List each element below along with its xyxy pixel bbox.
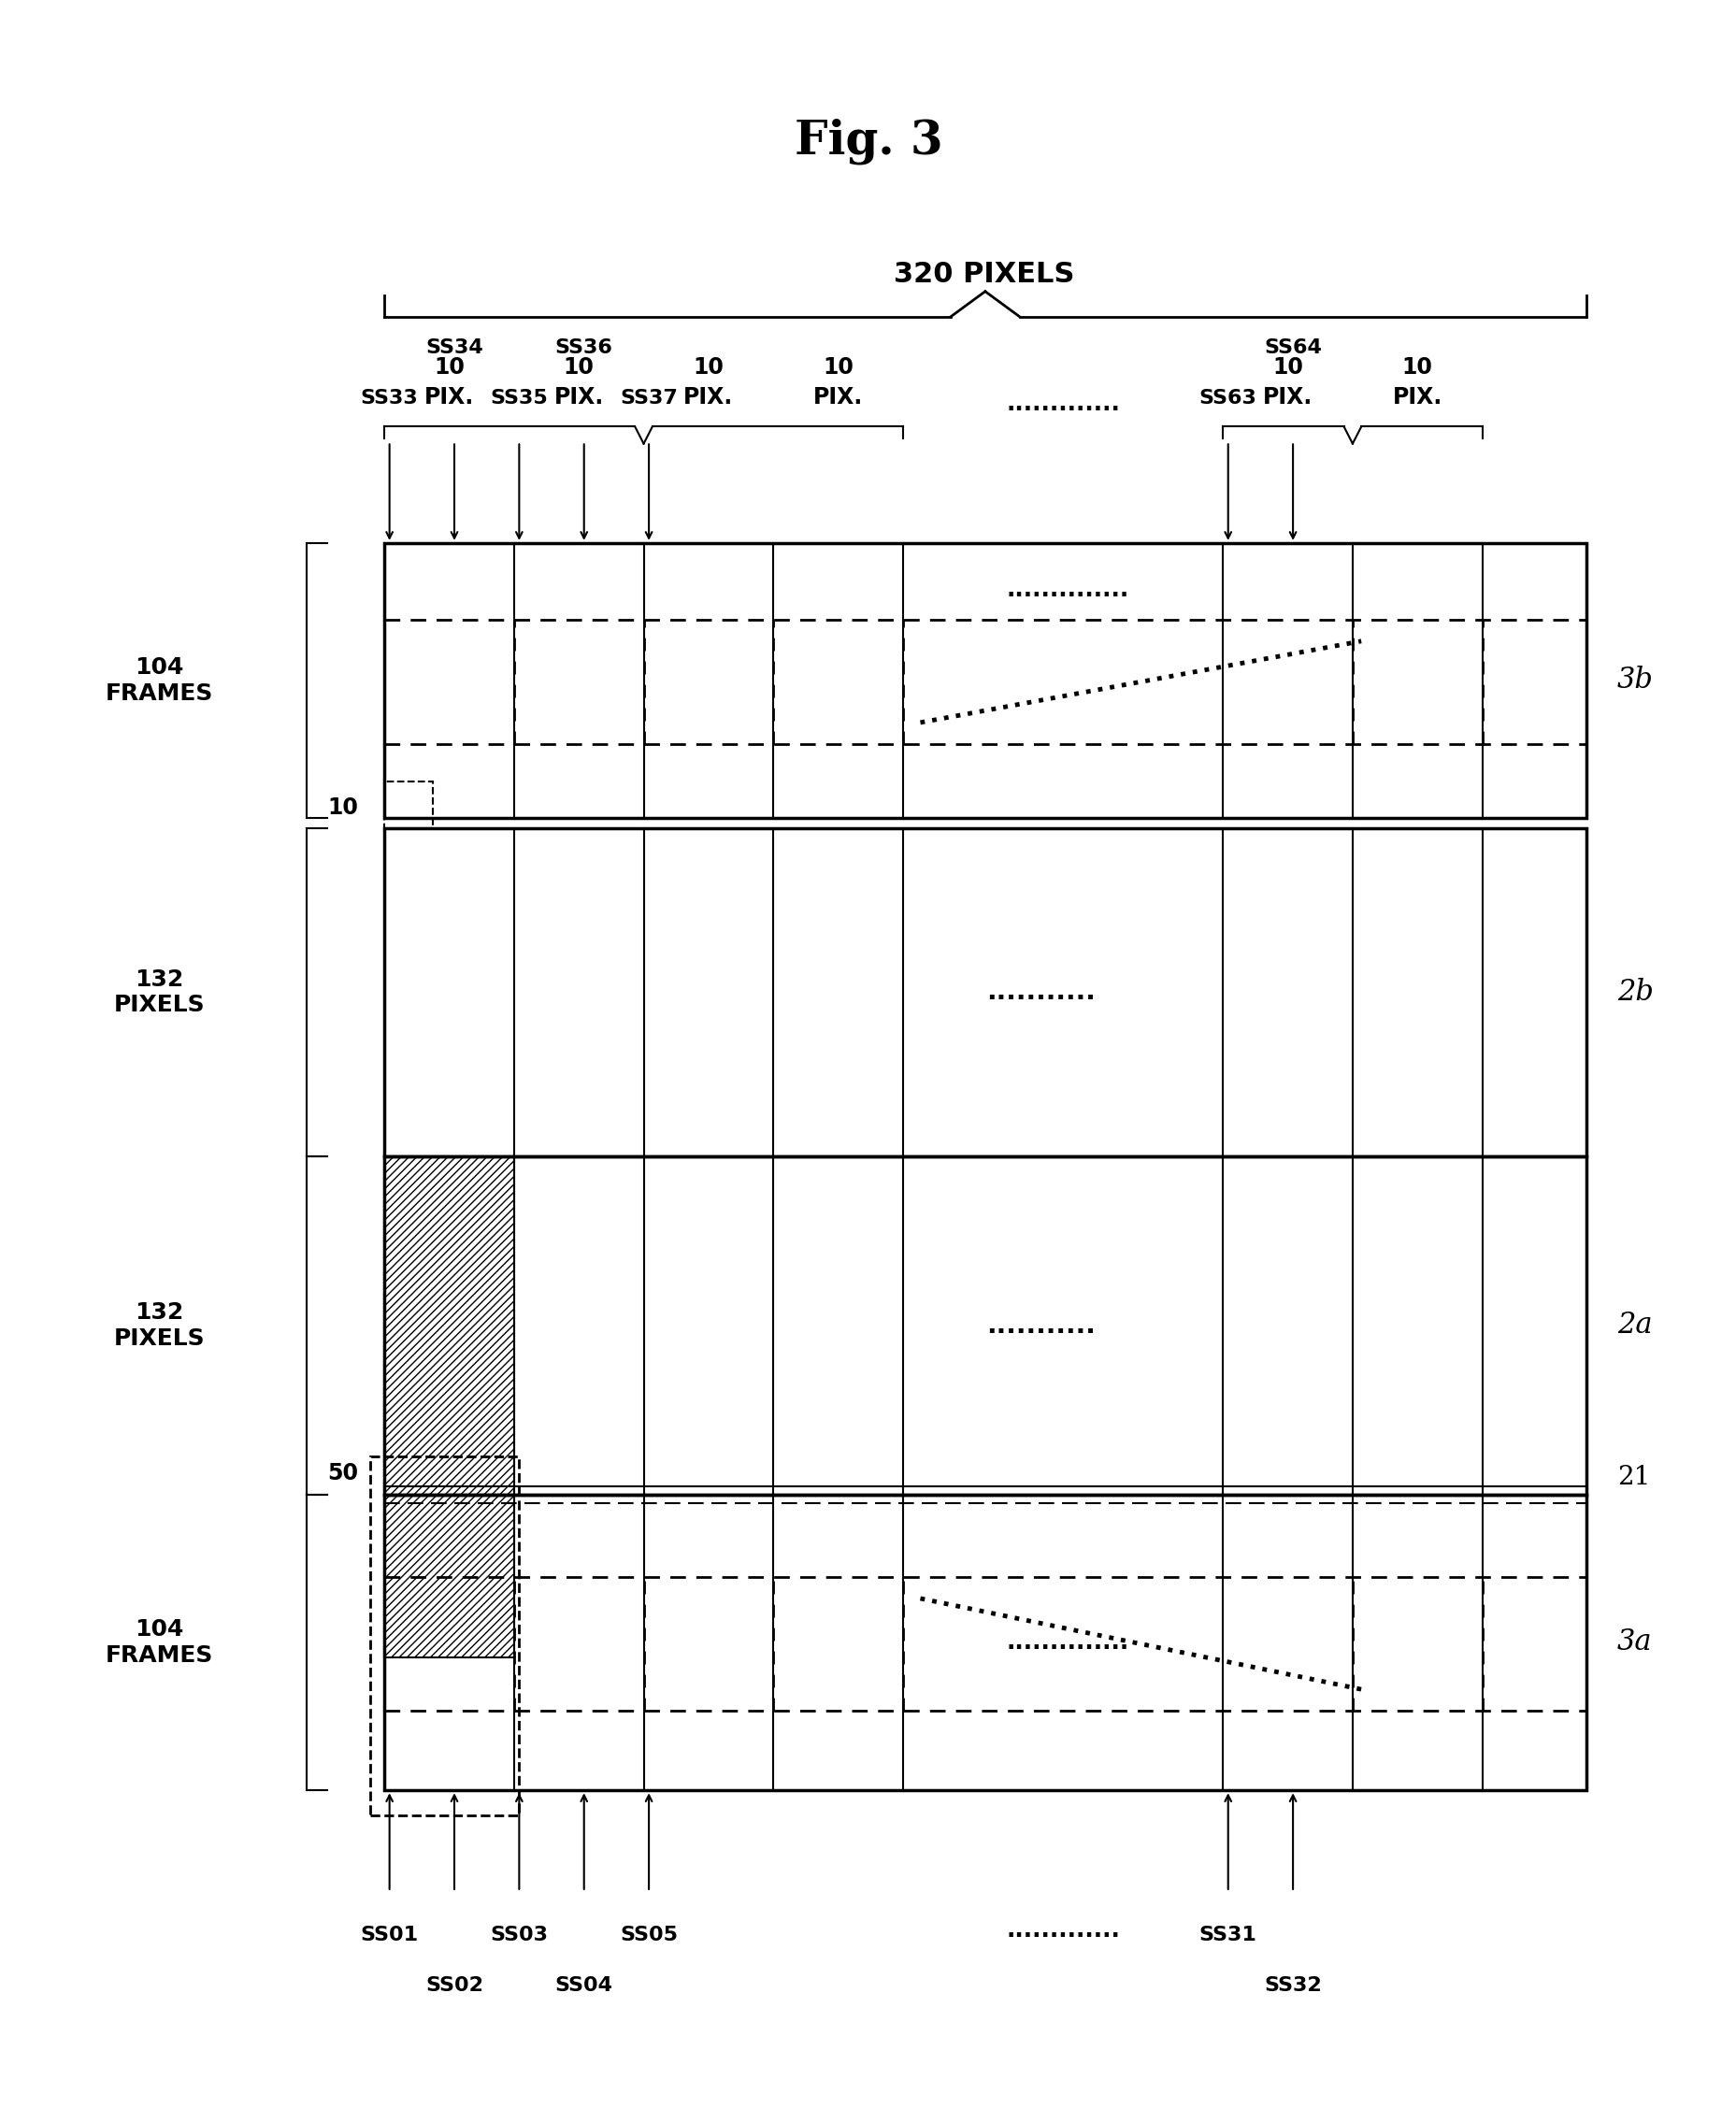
Text: .............: ............. bbox=[1005, 1918, 1120, 1942]
Text: ..............: .............. bbox=[1005, 579, 1128, 601]
Text: 10: 10 bbox=[1272, 356, 1302, 378]
Text: PIX.: PIX. bbox=[554, 386, 604, 407]
Text: SS37: SS37 bbox=[620, 388, 677, 407]
Bar bbox=[384, 781, 432, 828]
Text: ...........: ........... bbox=[986, 1311, 1095, 1339]
Text: PIX.: PIX. bbox=[812, 386, 863, 407]
Text: .............: ............. bbox=[1005, 393, 1120, 414]
Text: 2a: 2a bbox=[1616, 1311, 1651, 1339]
Text: SS34: SS34 bbox=[425, 337, 483, 356]
Text: PIX.: PIX. bbox=[1262, 386, 1312, 407]
Text: 2b: 2b bbox=[1616, 978, 1653, 1006]
Text: SS64: SS64 bbox=[1264, 337, 1321, 356]
Text: 3a: 3a bbox=[1616, 1628, 1651, 1657]
Text: PIX.: PIX. bbox=[684, 386, 733, 407]
Text: SS05: SS05 bbox=[620, 1925, 677, 1944]
Text: 10: 10 bbox=[823, 356, 852, 378]
Text: 50: 50 bbox=[328, 1462, 358, 1485]
Text: SS04: SS04 bbox=[556, 1976, 613, 1995]
Text: 10: 10 bbox=[1401, 356, 1432, 378]
Text: 10: 10 bbox=[693, 356, 724, 378]
Text: Fig. 3: Fig. 3 bbox=[793, 119, 943, 163]
Text: SS03: SS03 bbox=[490, 1925, 549, 1944]
Text: ..............: .............. bbox=[1005, 1632, 1128, 1653]
Text: SS31: SS31 bbox=[1198, 1925, 1257, 1944]
Text: 104
FRAMES: 104 FRAMES bbox=[106, 656, 214, 705]
Text: 21: 21 bbox=[1616, 1464, 1649, 1490]
Text: SS01: SS01 bbox=[361, 1925, 418, 1944]
Text: ...........: ........... bbox=[986, 978, 1095, 1006]
Text: 3b: 3b bbox=[1616, 666, 1653, 694]
Bar bbox=[384, 1494, 514, 1657]
Text: 132
PIXELS: 132 PIXELS bbox=[115, 1301, 205, 1350]
Text: SS02: SS02 bbox=[425, 1976, 483, 1995]
Text: SS63: SS63 bbox=[1198, 388, 1257, 407]
Text: 132
PIXELS: 132 PIXELS bbox=[115, 968, 205, 1016]
Text: 10: 10 bbox=[434, 356, 464, 378]
Text: SS35: SS35 bbox=[490, 388, 549, 407]
Text: 10: 10 bbox=[562, 356, 594, 378]
Text: SS33: SS33 bbox=[361, 388, 418, 407]
Text: 320 PIXELS: 320 PIXELS bbox=[894, 261, 1075, 289]
Text: SS36: SS36 bbox=[556, 337, 613, 356]
Text: PIX.: PIX. bbox=[424, 386, 474, 407]
Bar bbox=[384, 1156, 514, 1494]
Text: PIX.: PIX. bbox=[1392, 386, 1441, 407]
Text: 10: 10 bbox=[328, 796, 358, 819]
Bar bbox=[370, 1456, 519, 1816]
Text: SS32: SS32 bbox=[1264, 1976, 1321, 1995]
Text: 104
FRAMES: 104 FRAMES bbox=[106, 1619, 214, 1666]
